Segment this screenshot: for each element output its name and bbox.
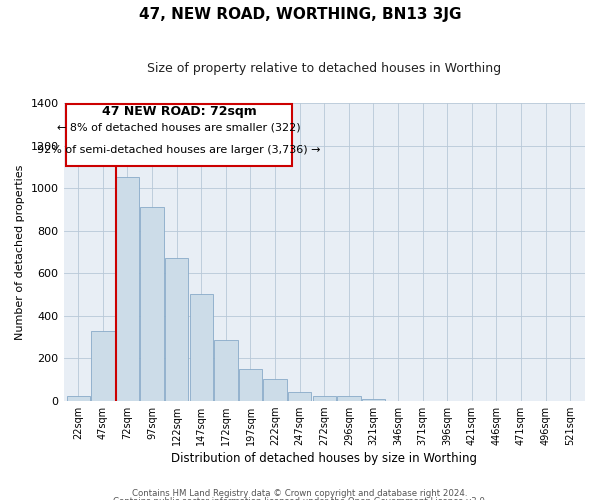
FancyBboxPatch shape [66,104,292,166]
Bar [67,396,90,400]
X-axis label: Distribution of detached houses by size in Worthing: Distribution of detached houses by size … [171,452,477,465]
Bar [263,380,287,400]
Text: Contains public sector information licensed under the Open Government Licence v3: Contains public sector information licen… [113,497,487,500]
Bar [239,369,262,400]
Y-axis label: Number of detached properties: Number of detached properties [15,164,25,340]
Text: ← 8% of detached houses are smaller (322): ← 8% of detached houses are smaller (322… [58,122,301,132]
Title: Size of property relative to detached houses in Worthing: Size of property relative to detached ho… [147,62,502,76]
Bar [313,396,336,400]
Text: 47, NEW ROAD, WORTHING, BN13 3JG: 47, NEW ROAD, WORTHING, BN13 3JG [139,8,461,22]
Bar [214,340,238,400]
Text: Contains HM Land Registry data © Crown copyright and database right 2024.: Contains HM Land Registry data © Crown c… [132,488,468,498]
Bar [91,330,115,400]
Text: 92% of semi-detached houses are larger (3,736) →: 92% of semi-detached houses are larger (… [37,145,321,155]
Bar [288,392,311,400]
Bar [116,178,139,400]
Bar [190,294,213,401]
Bar [337,396,361,400]
Bar [362,398,385,400]
Bar [165,258,188,400]
Text: 47 NEW ROAD: 72sqm: 47 NEW ROAD: 72sqm [102,106,257,118]
Bar [140,207,164,400]
